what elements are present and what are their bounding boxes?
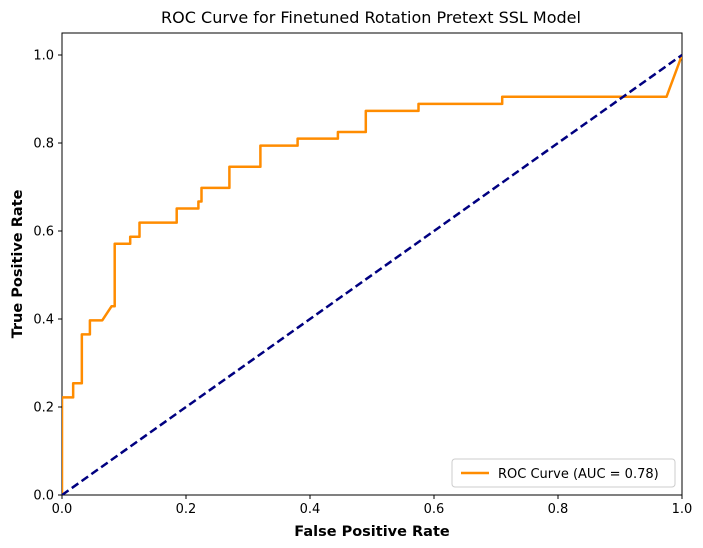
y-tick-label: 0.2 <box>33 401 54 416</box>
y-tick-label: 1.0 <box>33 49 54 64</box>
chart-title: ROC Curve for Finetuned Rotation Pretext… <box>161 8 581 27</box>
y-tick-label: 0.4 <box>33 313 54 328</box>
y-axis-label: True Positive Rate <box>10 189 26 338</box>
legend-label-roc: ROC Curve (AUC = 0.78) <box>498 467 659 482</box>
x-axis: 0.0 0.2 0.4 0.6 0.8 1.0 <box>52 495 693 517</box>
x-axis-label: False Positive Rate <box>294 524 450 540</box>
legend: ROC Curve (AUC = 0.78) <box>451 458 676 488</box>
x-tick-label: 0.2 <box>176 502 197 517</box>
y-tick-label: 0.8 <box>33 137 54 152</box>
series-layer <box>62 53 682 495</box>
x-tick-label: 1.0 <box>672 502 693 517</box>
legend-box <box>451 458 676 488</box>
axes-frame <box>61 32 683 496</box>
chance-diagonal-line <box>62 53 682 495</box>
y-tick-label: 0.0 <box>33 489 54 504</box>
roc-curve-line <box>62 54 682 495</box>
y-axis: 0.0 0.2 0.4 0.6 0.8 1.0 <box>33 49 62 504</box>
x-tick-label: 0.8 <box>548 502 569 517</box>
x-tick-label: 0.4 <box>300 502 321 517</box>
y-tick-label: 0.6 <box>33 225 54 240</box>
x-tick-label: 0.0 <box>52 502 73 517</box>
x-tick-label: 0.6 <box>424 502 445 517</box>
plot-area <box>61 32 683 496</box>
